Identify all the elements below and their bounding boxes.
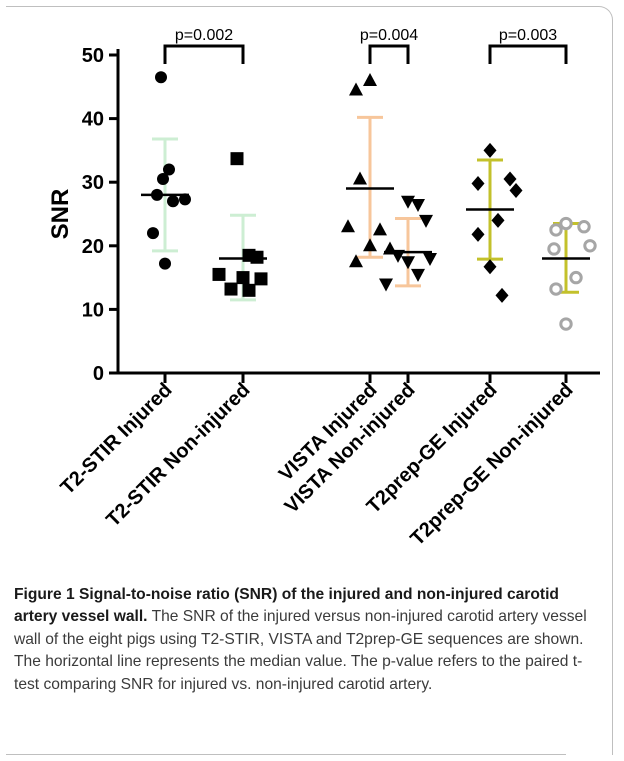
significance-bracket: [368, 44, 410, 64]
data-point: [341, 219, 355, 233]
data-point: [495, 287, 509, 303]
data-point: [349, 82, 363, 96]
significance-bracket: [488, 44, 568, 64]
x-tick-label: T2-STIR Non-injured: [102, 379, 254, 531]
data-point: [491, 212, 505, 228]
data-point: [583, 239, 597, 253]
data-point: [147, 227, 159, 240]
data-point: [549, 223, 563, 237]
data-point: [349, 254, 363, 268]
data-point: [159, 257, 171, 270]
data-point: [230, 152, 244, 166]
data-point: [236, 271, 250, 285]
data-point: [250, 250, 264, 264]
data-point: [549, 282, 563, 296]
data-point: [163, 163, 175, 176]
data-point: [411, 268, 425, 282]
data-point: [363, 72, 377, 86]
data-point: [577, 220, 591, 234]
y-tick-label: 0: [93, 363, 104, 385]
y-tick-label: 40: [82, 109, 104, 131]
y-tick-label: 10: [82, 299, 104, 321]
data-point: [419, 214, 433, 228]
figure-frame-bottom: [6, 754, 566, 755]
data-point: [547, 242, 561, 256]
data-point: [559, 216, 573, 231]
p-value-label: p=0.003: [499, 27, 557, 44]
data-point: [157, 173, 169, 186]
data-point: [559, 317, 573, 331]
y-tick-label: 20: [82, 236, 104, 258]
figure-description: The SNR of the injured versus non-injure…: [14, 608, 587, 693]
y-axis-label: SNR: [47, 189, 74, 240]
data-point: [212, 267, 226, 281]
data-point: [353, 171, 367, 185]
data-point: [179, 193, 191, 206]
data-point: [471, 226, 485, 242]
figure-label: Figure 1: [14, 586, 75, 603]
data-point: [373, 222, 387, 236]
p-value-label: p=0.004: [360, 27, 418, 44]
data-point: [167, 195, 179, 208]
data-point: [379, 278, 393, 292]
p-value-label: p=0.002: [175, 27, 233, 44]
data-point: [411, 198, 425, 212]
y-tick-label: 50: [82, 45, 104, 67]
data-point: [363, 238, 377, 252]
data-point: [471, 175, 485, 191]
data-point: [509, 182, 523, 198]
data-point: [483, 142, 497, 158]
data-point: [569, 270, 583, 285]
data-point: [483, 259, 497, 275]
data-point: [242, 283, 256, 297]
significance-bracket: [163, 44, 245, 64]
data-point: [155, 71, 167, 84]
data-point: [423, 253, 437, 267]
data-point: [254, 272, 268, 286]
x-tick-label: T2prep-GE Non-injured: [406, 379, 577, 550]
data-point: [503, 171, 517, 187]
data-point: [401, 256, 415, 270]
figure-caption: Figure 1 Signal-to-noise ratio (SNR) of …: [14, 584, 604, 696]
figure-title: Signal-to-noise ratio (SNR) of the injur…: [14, 586, 559, 626]
figure-frame: [6, 6, 613, 755]
data-point: [224, 282, 238, 296]
y-tick-label: 30: [82, 172, 104, 194]
